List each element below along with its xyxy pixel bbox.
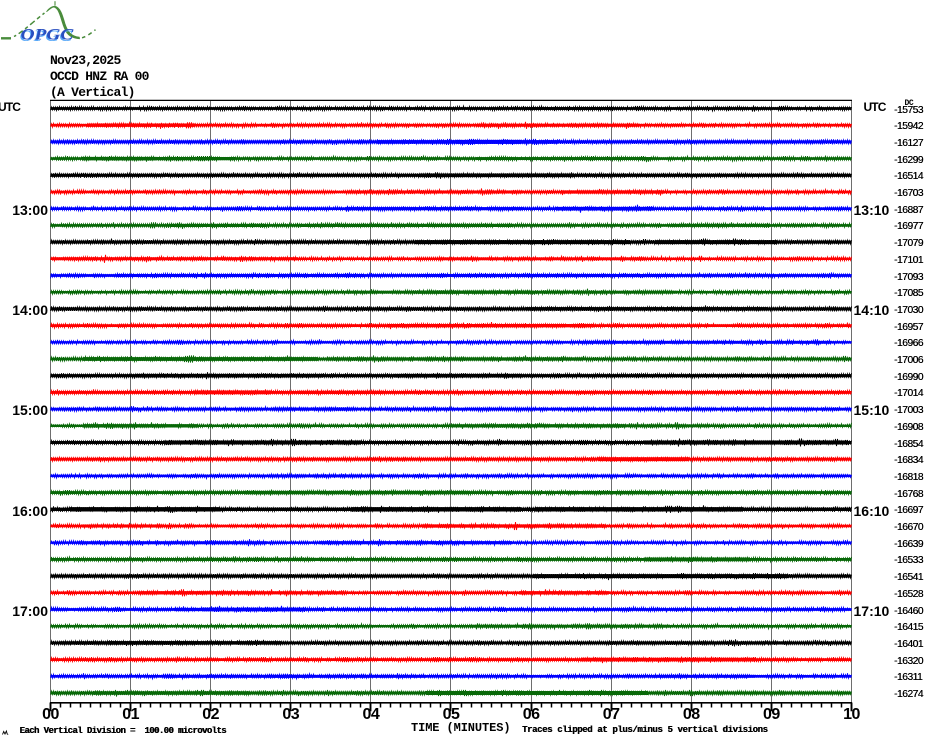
svg-text:OPGC: OPGC [20, 27, 73, 45]
svg-text:OPGC: OPGC [21, 25, 74, 43]
